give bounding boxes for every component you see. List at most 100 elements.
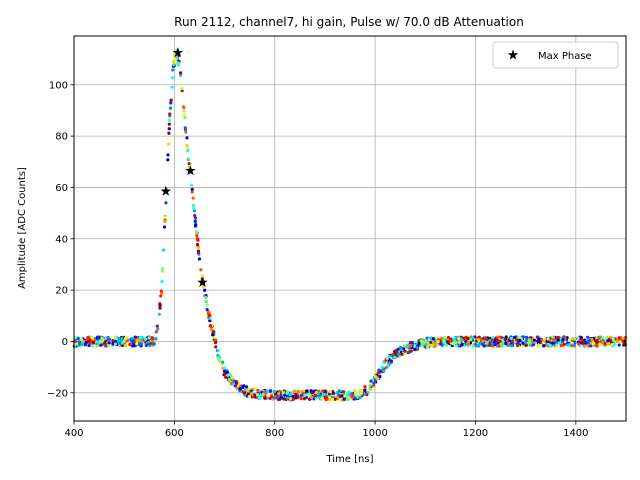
data-point <box>162 225 167 229</box>
data-point <box>139 336 143 340</box>
data-point <box>279 396 284 400</box>
data-point <box>378 374 382 379</box>
data-point <box>359 391 364 395</box>
data-point <box>477 335 481 339</box>
data-point <box>432 341 437 345</box>
data-point <box>187 157 191 161</box>
data-point <box>243 391 247 395</box>
data-point <box>491 338 495 342</box>
data-point <box>397 352 401 356</box>
data-point <box>609 335 613 339</box>
data-point <box>156 327 160 331</box>
data-point <box>128 342 132 347</box>
data-point <box>343 394 347 398</box>
data-point <box>559 343 563 348</box>
data-point <box>368 384 372 388</box>
data-point <box>295 394 299 398</box>
data-point <box>490 342 494 346</box>
data-point <box>117 336 121 340</box>
data-point <box>208 319 212 323</box>
y-tick-label: 60 <box>55 183 68 194</box>
y-tick-label: 40 <box>55 234 68 245</box>
data-point <box>173 60 177 64</box>
data-point <box>413 347 417 352</box>
data-point <box>617 336 621 340</box>
data-point <box>512 335 517 340</box>
data-point <box>510 344 514 348</box>
x-axis-label: Time [ns] <box>325 454 373 465</box>
data-point <box>481 339 485 343</box>
data-point <box>445 339 450 344</box>
y-tick-label: 0 <box>62 337 68 348</box>
data-point <box>429 336 433 340</box>
data-point <box>515 343 520 348</box>
data-point <box>189 183 194 187</box>
data-point <box>400 352 404 356</box>
plot-frame <box>73 35 627 422</box>
data-point <box>208 316 212 320</box>
data-point <box>446 335 451 340</box>
data-point <box>460 342 464 347</box>
data-point <box>191 196 195 200</box>
data-point <box>98 340 102 344</box>
data-point <box>390 352 395 357</box>
data-point <box>223 372 227 376</box>
data-point <box>353 396 357 400</box>
data-point <box>466 336 470 341</box>
data-point <box>179 73 183 77</box>
legend-box <box>492 41 619 69</box>
data-point <box>261 393 265 397</box>
data-point <box>265 389 270 393</box>
data-point <box>161 266 165 271</box>
data-point <box>158 303 162 308</box>
data-point <box>203 288 207 292</box>
data-point <box>218 359 222 363</box>
data-point <box>432 337 436 341</box>
data-point <box>460 338 464 342</box>
data-point <box>111 339 115 343</box>
data-point <box>246 388 250 393</box>
data-point <box>344 392 348 396</box>
data-point <box>113 342 118 346</box>
data-point <box>169 101 173 105</box>
data-point <box>476 341 480 346</box>
data-point <box>291 397 296 401</box>
data-point <box>216 348 220 353</box>
data-point <box>289 397 293 401</box>
data-point <box>342 397 346 401</box>
x-tick-label: 400 <box>64 428 83 439</box>
data-point <box>309 395 314 400</box>
data-point <box>205 303 209 307</box>
data-point <box>235 386 239 390</box>
data-point <box>496 335 500 339</box>
data-point <box>425 345 430 349</box>
data-point <box>313 393 318 397</box>
y-tick-label: 80 <box>55 132 68 143</box>
data-point <box>573 337 577 341</box>
data-point <box>312 389 316 394</box>
data-point <box>97 335 101 339</box>
data-point <box>514 338 518 342</box>
data-point <box>218 355 222 359</box>
x-tick-label: 600 <box>165 428 184 439</box>
data-point <box>263 396 267 400</box>
data-point <box>577 342 581 346</box>
data-point <box>197 251 201 255</box>
data-point <box>305 389 309 393</box>
data-point <box>581 341 585 345</box>
data-point <box>536 344 540 348</box>
data-point <box>122 339 126 343</box>
data-point <box>405 345 409 349</box>
data-point <box>495 338 499 342</box>
data-point <box>86 336 90 340</box>
data-point <box>162 248 166 252</box>
data-point <box>144 337 148 341</box>
data-point <box>74 342 79 346</box>
data-point <box>172 63 176 67</box>
data-point <box>396 347 400 351</box>
x-tick-label: 800 <box>265 428 284 439</box>
data-point <box>131 340 135 344</box>
data-point <box>107 341 111 345</box>
